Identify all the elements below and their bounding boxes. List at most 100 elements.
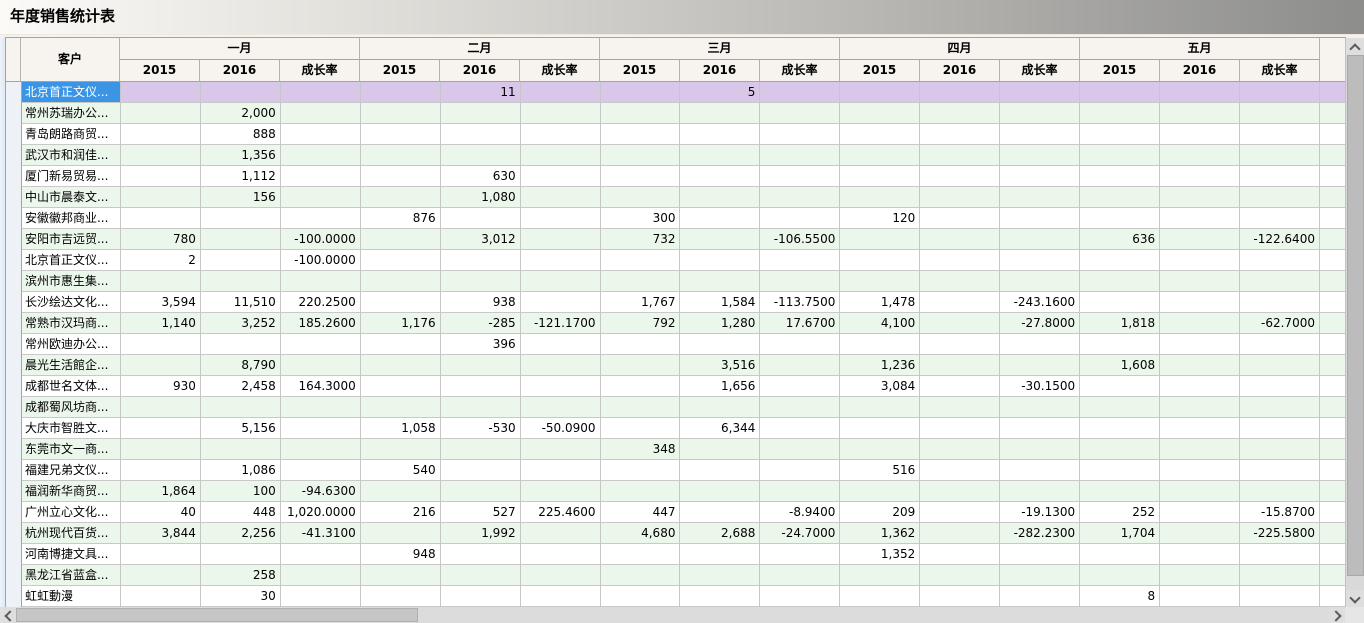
grid-cell[interactable] (920, 544, 1001, 565)
grid-cell[interactable] (680, 271, 761, 292)
grid-cell[interactable] (360, 229, 441, 250)
grid-cell[interactable]: 447 (600, 502, 681, 523)
grid-cell[interactable]: 11,510 (200, 292, 281, 313)
grid-cell[interactable]: 3,084 (840, 376, 921, 397)
grid-cell[interactable]: 732 (600, 229, 681, 250)
grid-cell[interactable] (1080, 565, 1161, 586)
grid-cell[interactable]: 258 (200, 565, 281, 586)
row-header-cell[interactable] (6, 334, 22, 356)
grid-cell[interactable]: 11 (440, 82, 521, 103)
grid-cell[interactable] (440, 544, 521, 565)
row-header-cell[interactable] (6, 145, 22, 167)
customer-cell[interactable]: 滨州市惠生集... (21, 271, 121, 292)
grid-cell[interactable] (520, 103, 601, 124)
grid-cell[interactable] (920, 376, 1001, 397)
grid-cell[interactable] (360, 187, 441, 208)
month-header[interactable]: 四月 (840, 38, 1080, 60)
grid-cell[interactable] (360, 334, 441, 355)
grid-cell[interactable]: 636 (1080, 229, 1161, 250)
grid-cell[interactable] (360, 292, 441, 313)
grid-cell[interactable] (520, 82, 601, 103)
clipped-grid-cell[interactable] (1319, 292, 1345, 313)
grid-cell[interactable] (1160, 166, 1241, 187)
grid-cell[interactable] (920, 397, 1001, 418)
row-header-cell[interactable] (6, 250, 22, 272)
grid-cell[interactable] (520, 460, 601, 481)
grid-cell[interactable]: 2 (120, 250, 201, 271)
grid-cell[interactable] (760, 145, 841, 166)
grid-cell[interactable] (1080, 145, 1161, 166)
grid-cell[interactable]: 1,704 (1080, 523, 1161, 544)
grid-cell[interactable]: 1,080 (440, 187, 521, 208)
grid-cell[interactable]: 1,280 (680, 313, 761, 334)
grid-cell[interactable]: 1,236 (840, 355, 921, 376)
grid-cell[interactable]: 2,458 (200, 376, 281, 397)
grid-cell[interactable] (360, 145, 441, 166)
grid-cell[interactable]: 780 (120, 229, 201, 250)
grid-cell[interactable] (600, 166, 681, 187)
grid-cell[interactable] (360, 250, 441, 271)
grid-cell[interactable]: 527 (440, 502, 521, 523)
row-header-cell[interactable] (6, 313, 22, 335)
grid-cell[interactable] (280, 565, 361, 586)
grid-cell[interactable]: 225.4600 (520, 502, 601, 523)
grid-cell[interactable] (600, 124, 681, 145)
grid-cell[interactable]: -30.1500 (1000, 376, 1081, 397)
grid-cell[interactable] (1240, 166, 1320, 187)
row-header-cell[interactable] (6, 544, 22, 566)
customer-cell[interactable]: 安阳市吉远贸... (21, 229, 121, 250)
grid-cell[interactable]: -285 (440, 313, 521, 334)
grid-cell[interactable] (360, 166, 441, 187)
grid-cell[interactable]: 888 (200, 124, 281, 145)
sub-header-2015[interactable]: 2015 (1080, 60, 1160, 82)
month-header[interactable]: 三月 (600, 38, 840, 60)
clipped-grid-cell[interactable] (1319, 418, 1345, 439)
customer-cell[interactable]: 厦门新易贸易... (21, 166, 121, 187)
grid-cell[interactable]: 5,156 (200, 418, 281, 439)
grid-cell[interactable]: -113.7500 (760, 292, 841, 313)
grid-cell[interactable]: -62.7000 (1240, 313, 1320, 334)
grid-cell[interactable]: 164.3000 (280, 376, 361, 397)
grid-cell[interactable] (360, 397, 441, 418)
customer-cell[interactable]: 北京首正文仪... (21, 250, 121, 271)
grid-cell[interactable]: 2,256 (200, 523, 281, 544)
clipped-grid-cell[interactable] (1319, 103, 1345, 124)
grid-cell[interactable] (1160, 292, 1241, 313)
grid-cell[interactable] (280, 439, 361, 460)
sub-header-2016[interactable]: 2016 (680, 60, 760, 82)
grid-cell[interactable] (760, 460, 841, 481)
grid-cell[interactable] (520, 586, 601, 607)
grid-cell[interactable] (920, 313, 1001, 334)
grid-cell[interactable] (1080, 544, 1161, 565)
grid-cell[interactable] (920, 418, 1001, 439)
grid-cell[interactable] (280, 166, 361, 187)
grid-cell[interactable]: 4,100 (840, 313, 921, 334)
clipped-grid-cell[interactable] (1319, 208, 1345, 229)
grid-cell[interactable] (840, 166, 921, 187)
grid-cell[interactable]: 1,478 (840, 292, 921, 313)
grid-cell[interactable] (1160, 565, 1241, 586)
grid-cell[interactable] (520, 523, 601, 544)
grid-cell[interactable] (920, 439, 1001, 460)
grid-cell[interactable] (1000, 103, 1081, 124)
grid-cell[interactable]: -50.0900 (520, 418, 601, 439)
grid-cell[interactable]: -19.1300 (1000, 502, 1081, 523)
grid-cell[interactable] (1080, 82, 1161, 103)
grid-cell[interactable] (920, 481, 1001, 502)
grid-cell[interactable] (120, 439, 201, 460)
grid-cell[interactable] (520, 292, 601, 313)
clipped-grid-cell[interactable] (1319, 460, 1345, 481)
grid-cell[interactable] (280, 208, 361, 229)
grid-cell[interactable]: -121.1700 (520, 313, 601, 334)
sub-header-成长率[interactable]: 成长率 (520, 60, 600, 82)
row-header-cell[interactable] (6, 565, 22, 587)
grid-cell[interactable] (920, 523, 1001, 544)
customer-cell[interactable]: 青岛朗路商贸... (21, 124, 121, 145)
grid-cell[interactable] (520, 439, 601, 460)
grid-cell[interactable] (1000, 82, 1081, 103)
sub-header-2016[interactable]: 2016 (200, 60, 280, 82)
grid-cell[interactable] (600, 376, 681, 397)
grid-cell[interactable] (1160, 481, 1241, 502)
scroll-right-button[interactable] (1329, 607, 1345, 623)
grid-cell[interactable] (760, 334, 841, 355)
